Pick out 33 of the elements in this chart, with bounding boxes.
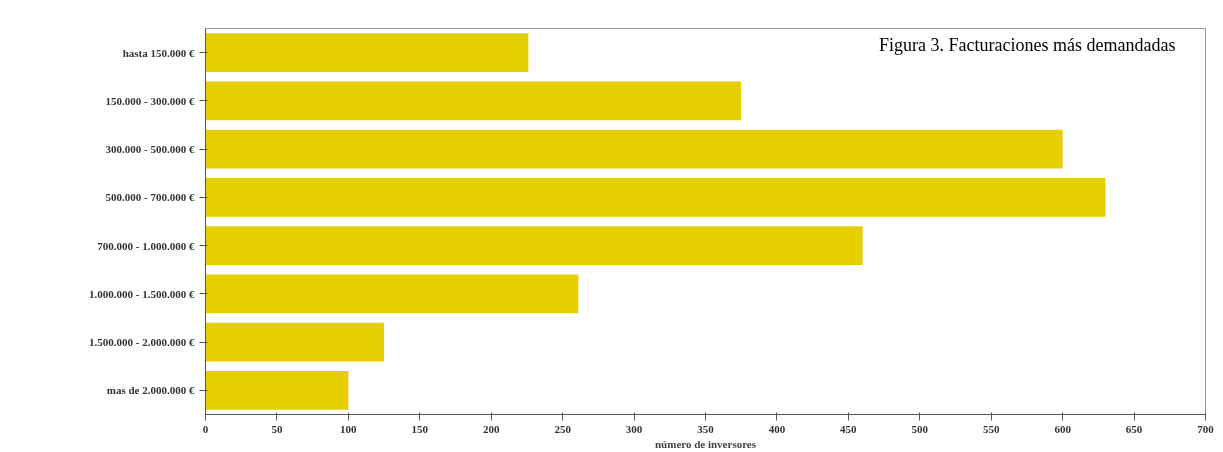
bar: [205, 226, 863, 265]
x-tick-label: 400: [768, 422, 786, 435]
y-tick-label: 1.000.000 - 1.500.000 €: [89, 287, 195, 300]
x-tick-label: 600: [1054, 422, 1072, 435]
bar: [205, 322, 385, 362]
bar: [205, 274, 579, 314]
bar: [205, 33, 529, 72]
y-tick-label: 700.000 - 1.000.000 €: [97, 239, 195, 252]
bar: [205, 178, 1106, 217]
x-tick-label: 0: [202, 422, 209, 435]
x-tick-label: 500: [911, 422, 929, 435]
x-tick-label: 300: [625, 422, 643, 435]
x-tick-label: 150: [411, 422, 429, 435]
bar: [205, 81, 742, 121]
y-tick-label: 1.500.000 - 2.000.000 €: [89, 336, 195, 349]
x-tick-label: 200: [482, 422, 500, 435]
x-tick-label: 700: [1197, 422, 1215, 435]
x-tick-label: 100: [340, 422, 358, 435]
y-tick-label: 300.000 - 500.000 €: [105, 143, 195, 156]
bar: [205, 129, 1063, 169]
y-tick-label: 500.000 - 700.000 €: [105, 191, 195, 204]
x-tick-label: 450: [840, 422, 858, 435]
x-tick-label: 650: [1125, 422, 1143, 435]
y-tick-label: 150.000 - 300.000 €: [105, 94, 195, 107]
x-tick-label: 250: [554, 422, 572, 435]
x-axis-title: número de inversores: [654, 437, 757, 450]
x-tick-label: 550: [982, 422, 1000, 435]
y-tick-label: hasta 150.000 €: [122, 46, 195, 59]
chart-title: Figura 3. Facturaciones más demandadas: [879, 34, 1176, 55]
bar: [205, 371, 349, 410]
x-tick-label: 350: [697, 422, 715, 435]
x-tick-label: 50: [271, 422, 283, 435]
y-tick-label: mas de 2.000.000 €: [106, 384, 195, 397]
